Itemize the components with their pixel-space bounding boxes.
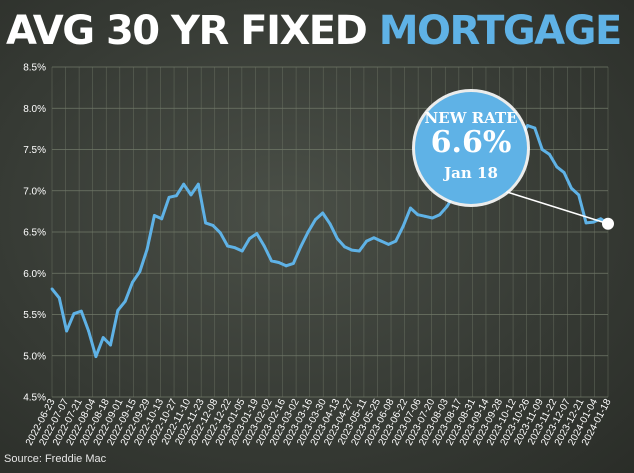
- data-point: [584, 221, 588, 225]
- y-tick-label: 5.5%: [23, 310, 46, 321]
- grid: [51, 66, 609, 398]
- data-point: [248, 237, 251, 241]
- data-point: [533, 126, 537, 130]
- data-point: [123, 299, 127, 303]
- data-point: [416, 213, 420, 217]
- data-point: [570, 186, 573, 190]
- data-point: [387, 242, 390, 246]
- y-tick-label: 4.5%: [23, 393, 46, 404]
- x-axis: 2022-06-232022-07-072022-07-212022-08-04…: [24, 397, 614, 448]
- data-point: [270, 259, 273, 263]
- data-point: [284, 264, 288, 268]
- y-tick-label: 8.5%: [23, 63, 46, 74]
- data-point: [79, 309, 83, 313]
- data-point: [292, 261, 295, 265]
- y-tick-label: 8.0%: [23, 104, 46, 115]
- data-point: [50, 287, 54, 291]
- data-point: [240, 249, 244, 253]
- data-point: [153, 214, 156, 217]
- data-point: [577, 193, 581, 197]
- data-point: [350, 248, 354, 252]
- data-point: [94, 355, 98, 358]
- data-point: [438, 213, 442, 217]
- data-point: [379, 239, 383, 243]
- data-point: [526, 124, 529, 127]
- data-point: [87, 329, 90, 333]
- data-point: [548, 153, 551, 156]
- data-point: [372, 236, 376, 240]
- data-point: [562, 171, 566, 175]
- data-point: [196, 182, 200, 186]
- data-point: [409, 206, 412, 210]
- data-point: [343, 245, 347, 249]
- title-part-white: AVG 30 YR FIXED: [6, 8, 368, 54]
- data-point: [394, 239, 398, 243]
- data-point: [101, 336, 105, 339]
- data-point: [277, 261, 281, 264]
- data-point: [160, 217, 164, 221]
- data-point: [182, 182, 186, 186]
- data-point: [431, 216, 434, 220]
- data-point: [138, 270, 142, 273]
- data-point: [335, 237, 339, 241]
- data-point: [321, 211, 325, 215]
- data-point: [174, 194, 178, 198]
- data-point: [328, 222, 332, 226]
- callout-pointer: [487, 185, 614, 230]
- latest-point-marker: [602, 217, 614, 230]
- data-point: [145, 247, 149, 251]
- data-point: [204, 221, 208, 225]
- y-tick-label: 6.0%: [23, 269, 46, 280]
- data-point: [299, 245, 303, 249]
- y-tick-label: 5.0%: [23, 351, 46, 362]
- data-point: [401, 224, 405, 228]
- data-point: [218, 231, 222, 235]
- title-part-blue: MORTGAGE RATE: [378, 8, 634, 54]
- source-note: Source: Freddie Mac: [4, 453, 107, 465]
- data-point: [211, 224, 215, 227]
- y-tick-label: 7.5%: [23, 145, 46, 156]
- callout-line: [487, 185, 609, 225]
- y-tick-label: 6.5%: [23, 228, 46, 239]
- data-point: [131, 280, 134, 284]
- data-point: [445, 205, 449, 208]
- callout-date: Jan 18: [444, 164, 498, 182]
- data-point: [423, 214, 427, 218]
- data-point: [109, 343, 112, 347]
- y-axis: 8.5% 8.0% 7.5% 7.0% 6.5% 6.0% 5.5% 5.0% 4.5%: [23, 63, 46, 404]
- data-point: [599, 217, 603, 221]
- data-point: [255, 232, 259, 236]
- callout-heading: NEW RATE: [424, 109, 518, 127]
- data-point: [591, 220, 595, 224]
- data-point: [540, 148, 544, 151]
- data-point: [226, 244, 229, 248]
- data-point: [306, 230, 310, 234]
- page-title: AVG 30 YR FIXED MORTGAGE RATE: [6, 4, 634, 58]
- data-point: [555, 165, 559, 169]
- data-point: [262, 244, 266, 248]
- data-point: [65, 329, 69, 333]
- data-point: [57, 296, 61, 300]
- y-tick-label: 7.0%: [23, 186, 46, 197]
- data-point: [233, 246, 237, 250]
- data-point: [72, 312, 76, 316]
- data-point: [313, 218, 317, 222]
- new-rate-callout: NEW RATE 6.6% Jan 18: [415, 92, 527, 204]
- data-point: [357, 249, 361, 253]
- data-point: [116, 308, 120, 312]
- data-point: [167, 195, 171, 199]
- callout-rate: 6.6%: [430, 125, 512, 160]
- data-point: [189, 193, 193, 197]
- data-point: [365, 239, 368, 243]
